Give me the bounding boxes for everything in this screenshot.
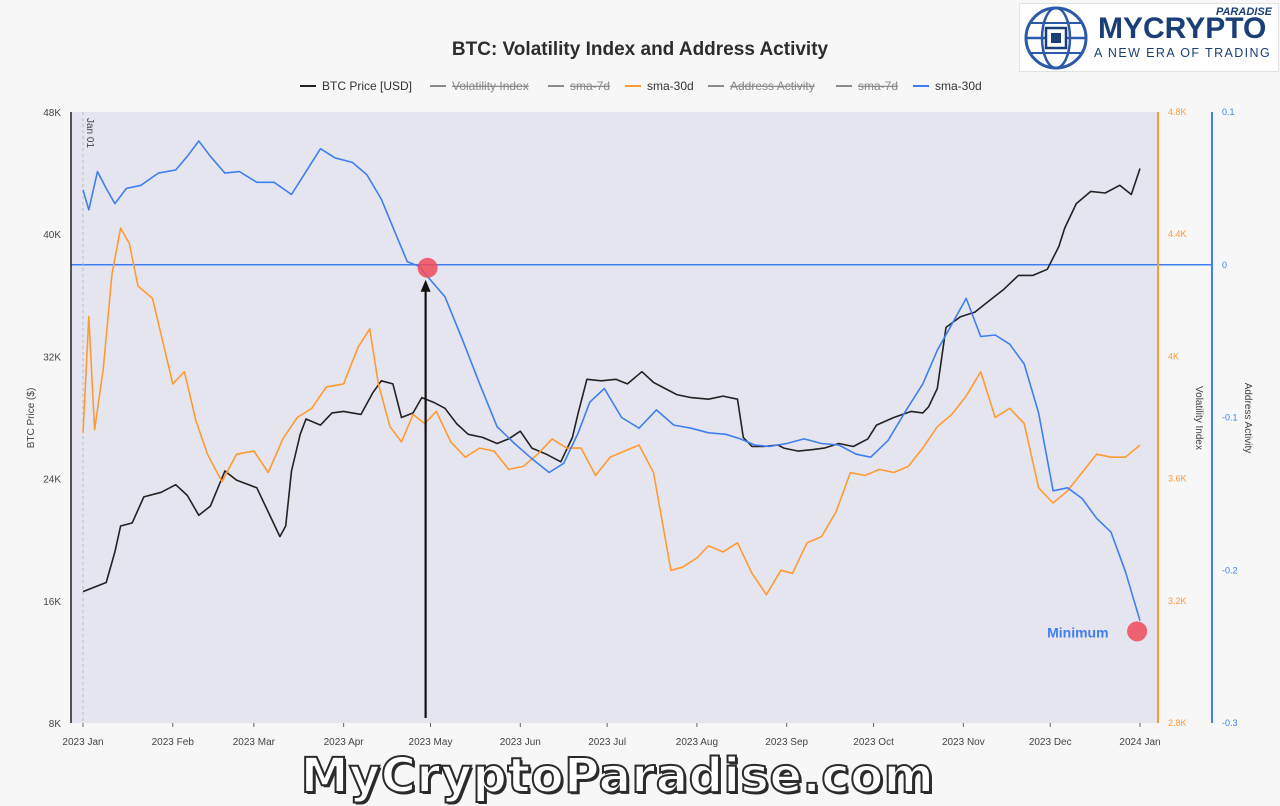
y-left-tick-label: 16K (43, 597, 61, 608)
legend-label: sma-7d (858, 79, 898, 93)
legend-item[interactable]: sma-30d (625, 79, 694, 93)
legend[interactable]: BTC Price [USD] Volatility Index sma-7d sma… (300, 79, 982, 93)
annotation-label: Minimum (1047, 624, 1108, 640)
y-volatility-title: Volatility Index (1193, 386, 1204, 450)
series-line-address-sma30 (82, 140, 1141, 621)
x-tick-label: 2023 Mar (233, 737, 276, 748)
y-volatility-tick-label: 3.6K (1168, 474, 1187, 484)
legend-item[interactable]: sma-7d (836, 79, 898, 93)
y-address-tick-label: 0.1 (1222, 107, 1235, 117)
y-left-title: BTC Price ($) (26, 388, 37, 449)
legend-item[interactable]: Volatility Index (430, 79, 529, 93)
logo-paradise-text: PARADISE (1215, 6, 1272, 18)
x-tick-label: 2023 Feb (152, 737, 195, 748)
y-volatility-tick-label: 2.8K (1168, 718, 1187, 728)
y-address-tick-label: -0.2 (1222, 565, 1238, 575)
watermark-text: MyCryptoParadise.com (300, 747, 935, 805)
legend-item[interactable]: BTC Price [USD] (300, 79, 412, 93)
series-line-btc-price (82, 168, 1141, 593)
globe-circuit-icon (1024, 6, 1088, 70)
legend-label: BTC Price [USD] (322, 79, 412, 93)
legend-item[interactable]: sma-7d (548, 79, 610, 93)
series-line-volatility-sma30 (82, 227, 1141, 596)
y-address-tick-label: 0 (1222, 260, 1227, 270)
y-left-tick-label: 24K (43, 475, 61, 486)
y-address-tick-label: -0.3 (1222, 718, 1238, 728)
y-volatility-tick-label: 3.2K (1168, 596, 1187, 606)
series-layer (82, 140, 1141, 621)
brand-logo: PARADISE MYCRYPTO A NEW ERA OF TRADING (1019, 3, 1279, 72)
x-tick-label: 2023 Aug (676, 737, 718, 748)
axes: 2023 Jan 2023 Feb 2023 Mar 2023 Apr 2023 May… (43, 107, 1237, 748)
legend-item[interactable]: Address Activity (708, 79, 815, 93)
x-tick-label: 2023 Sep (765, 737, 808, 748)
legend-label: sma-30d (935, 79, 982, 93)
annotation-marker (1127, 621, 1148, 642)
x-tick-label: 2023 Nov (942, 737, 985, 748)
x-tick-label: 2023 Oct (853, 737, 894, 748)
y-left-tick-label: 48K (43, 108, 61, 119)
y-address-title: Address Activity (1242, 383, 1253, 454)
x-tick-label: 2024 Jan (1119, 737, 1160, 748)
y-left-tick-label: 32K (43, 352, 61, 363)
legend-label: sma-30d (647, 79, 694, 93)
legend-label: sma-7d (570, 79, 610, 93)
x-tick-label: 2023 Apr (324, 737, 365, 748)
legend-label: Volatility Index (452, 79, 529, 93)
annotations: Minimum (417, 257, 1148, 718)
y-volatility-tick-label: 4.8K (1168, 107, 1187, 117)
y-volatility-tick-label: 4K (1168, 351, 1179, 361)
x-tick-label: 2023 May (409, 737, 453, 748)
legend-label: Address Activity (730, 79, 815, 93)
x-tick-label: 2023 Jan (62, 737, 103, 748)
y-left-tick-label: 40K (43, 230, 61, 241)
x-tick-label: 2023 Jul (588, 737, 626, 748)
legend-item[interactable]: sma-30d (913, 79, 982, 93)
y-volatility-tick-label: 4.4K (1168, 229, 1187, 239)
jan-marker-label: Jan 01 (84, 118, 95, 148)
x-tick-label: 2023 Dec (1029, 737, 1072, 748)
chart-title: BTC: Volatility Index and Address Activi… (452, 39, 829, 60)
plot-area (71, 112, 1158, 723)
logo-main-text: MYCRYPTO (1098, 12, 1267, 45)
x-tick-label: 2023 Jun (500, 737, 541, 748)
annotation-marker (417, 257, 438, 278)
annotation-arrow-head (420, 279, 431, 292)
logo-tagline: A NEW ERA OF TRADING (1094, 46, 1272, 60)
y-address-tick-label: -0.1 (1222, 413, 1238, 423)
y-left-tick-label: 8K (49, 719, 62, 730)
